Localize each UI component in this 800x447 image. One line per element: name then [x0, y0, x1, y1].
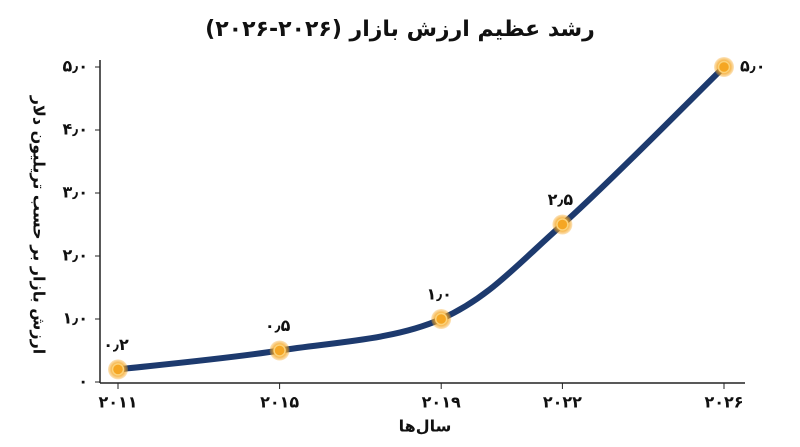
value-label: ۵٫۰: [740, 57, 766, 76]
x-tick-label: ۲۰۱۱: [98, 393, 137, 412]
value-label: ۱٫۰: [426, 285, 452, 304]
line-series: [115, 64, 727, 373]
y-tick-label: ۳٫۰: [62, 183, 88, 202]
y-tick-label: ۲٫۰: [62, 246, 88, 265]
x-axis-label: سال‌ها: [399, 417, 452, 436]
marker: [273, 344, 286, 357]
chart-title: رشد عظیم ارزش بازار (۲۰۲۶-۲۰۲۶): [205, 17, 595, 42]
marker: [717, 60, 731, 74]
y-tick-label: ۴٫۰: [62, 120, 88, 139]
value-label: ۰٫۵: [265, 316, 291, 335]
value-label: ۲٫۵: [548, 190, 574, 209]
x-tick-label: ۲۰۲۲: [543, 393, 582, 412]
y-tick-label: ۵٫۰: [62, 57, 88, 76]
y-axis-label: ارزش بازار بر حسب تریلیون دلار: [30, 95, 49, 355]
marker: [434, 312, 448, 326]
value-label: ۰٫۲: [103, 335, 129, 354]
marker: [111, 363, 125, 376]
marker: [556, 218, 569, 231]
x-tick-label: ۲۰۲۶: [704, 393, 743, 412]
y-tick-label: ۰: [78, 372, 88, 391]
x-tick-label: ۲۰۱۹: [422, 393, 461, 412]
y-tick-label: ۱٫۰: [62, 309, 88, 328]
x-tick-label: ۲۰۱۵: [260, 393, 299, 412]
